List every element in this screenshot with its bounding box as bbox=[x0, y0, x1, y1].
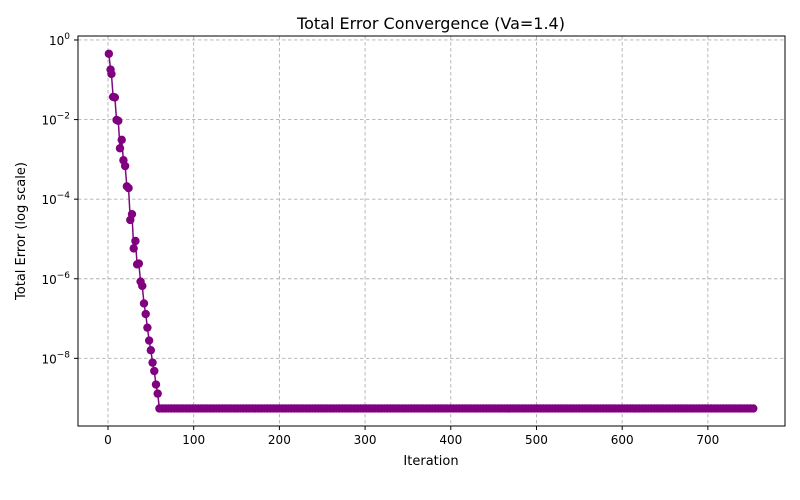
data-point bbox=[114, 116, 123, 126]
data-point bbox=[139, 299, 149, 308]
data-point bbox=[120, 161, 130, 171]
ticks: 0 100 200 300 400 500 600 700 100 10−2 10−4 10−6 10−… bbox=[41, 32, 719, 447]
data-point bbox=[148, 358, 157, 367]
x-tick-label: 700 bbox=[696, 433, 719, 447]
x-tick-label: 600 bbox=[611, 433, 634, 447]
plot-area bbox=[104, 49, 758, 413]
chart-title: Total Error Convergence (Va=1.4) bbox=[296, 14, 565, 33]
y-axis-title: Total Error (log scale) bbox=[14, 162, 29, 301]
data-point bbox=[127, 209, 137, 219]
x-tick-label: 100 bbox=[182, 433, 205, 447]
data-point bbox=[124, 183, 133, 193]
x-tick-label: 0 bbox=[104, 433, 112, 447]
y-tick-label: 10−8 bbox=[41, 350, 70, 366]
data-point bbox=[104, 49, 114, 58]
x-tick-label: 300 bbox=[354, 433, 377, 447]
data-point bbox=[129, 244, 138, 253]
data-point bbox=[146, 346, 156, 355]
data-point bbox=[134, 259, 144, 268]
data-point bbox=[144, 336, 154, 345]
data-point bbox=[141, 309, 150, 319]
data-point bbox=[131, 236, 140, 246]
x-tick-label: 500 bbox=[525, 433, 548, 447]
data-point bbox=[151, 380, 161, 389]
x-axis-title: Iteration bbox=[403, 454, 458, 469]
y-tick-label: 10−4 bbox=[41, 191, 70, 207]
data-point bbox=[749, 404, 758, 413]
data-point bbox=[117, 135, 126, 145]
data-point bbox=[107, 69, 116, 79]
data-point bbox=[115, 144, 125, 153]
y-tick-label: 10−2 bbox=[41, 112, 70, 128]
y-tick-label: 100 bbox=[49, 32, 70, 48]
grid bbox=[78, 36, 785, 426]
data-point bbox=[138, 281, 147, 291]
axes-frame bbox=[77, 35, 786, 427]
data-point bbox=[153, 389, 162, 398]
data-point bbox=[143, 323, 152, 332]
x-tick-label: 400 bbox=[439, 433, 462, 447]
x-tick-label: 200 bbox=[268, 433, 291, 447]
data-point bbox=[110, 93, 120, 102]
data-point bbox=[150, 366, 159, 376]
y-tick-label: 10−6 bbox=[41, 271, 70, 287]
